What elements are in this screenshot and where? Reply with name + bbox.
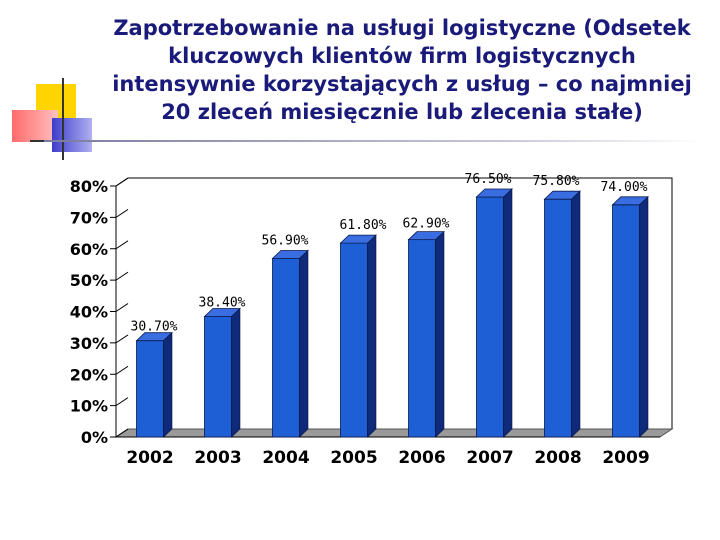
data-label: 38.40%	[199, 296, 246, 311]
y-tick-depth	[115, 271, 129, 281]
bar-top	[543, 190, 581, 200]
bar-top	[203, 308, 241, 317]
bar-front	[476, 196, 504, 438]
bar-side	[435, 230, 445, 438]
bar-front	[340, 242, 368, 438]
bar-front	[204, 316, 232, 438]
y-tick-depth	[115, 240, 129, 250]
deco-blue-square	[52, 118, 92, 152]
bar-side	[299, 249, 309, 438]
bar-front	[408, 239, 436, 438]
y-tick-label: 70%	[70, 208, 108, 227]
title-line: intensywnie korzystających z usług – co …	[112, 72, 692, 96]
x-tick-label: 2006	[398, 448, 445, 468]
bar-front	[272, 258, 300, 438]
bar-front	[612, 204, 640, 438]
title-underline	[44, 140, 704, 142]
y-tick-label: 50%	[70, 271, 108, 290]
y-tick-depth	[115, 428, 129, 438]
data-label: 62.90%	[403, 217, 450, 232]
bar-top	[271, 250, 309, 259]
title-line: Zapotrzebowanie na usługi logistyczne (O…	[113, 16, 691, 40]
y-tick-depth	[115, 303, 129, 312]
x-tick-label: 2003	[194, 448, 241, 468]
y-tick-depth	[115, 397, 129, 407]
bar-top	[611, 196, 649, 206]
x-tick-label: 2005	[330, 448, 377, 468]
bar-side	[231, 307, 241, 438]
x-tick-label: 2007	[466, 448, 513, 468]
x-tick-label: 2009	[602, 448, 649, 468]
data-label: 74.00%	[601, 180, 648, 195]
y-tick-label: 60%	[70, 240, 108, 259]
bar-front	[544, 198, 572, 438]
y-tick-label: 10%	[70, 397, 108, 416]
slide-title: Zapotrzebowanie na usługi logistyczne (O…	[96, 14, 708, 126]
data-label: 56.90%	[262, 233, 309, 248]
y-tick-depth	[115, 177, 129, 187]
bar-side	[367, 234, 377, 438]
bar-top	[407, 231, 445, 241]
y-tick-depth	[115, 208, 129, 218]
data-label: 61.80%	[340, 218, 387, 233]
chart-floor	[114, 428, 674, 438]
x-tick-label: 2004	[262, 448, 309, 468]
title-line: 20 zleceń miesięcznie lub zlecenia stałe…	[161, 100, 643, 124]
deco-vertical-line	[62, 78, 64, 160]
bar-top	[339, 234, 377, 244]
y-tick-label: 40%	[70, 303, 108, 322]
title-line: kluczowych klientów firm logistycznych	[168, 44, 636, 68]
y-tick-label: 0%	[81, 428, 108, 447]
data-label: 76.50%	[465, 172, 512, 187]
bar-side	[571, 190, 581, 438]
y-tick-depth	[115, 365, 129, 375]
bar-side	[163, 331, 173, 438]
y-tick-label: 80%	[70, 177, 108, 196]
y-tick-label: 30%	[70, 334, 108, 353]
x-tick-label: 2008	[534, 448, 581, 468]
data-label: 30.70%	[131, 320, 178, 335]
bar-side	[639, 195, 649, 438]
bar-side	[503, 188, 513, 438]
x-tick-label: 2002	[126, 448, 173, 468]
bar-top	[135, 332, 173, 342]
bar-top	[475, 188, 513, 198]
data-label: 75.80%	[533, 174, 580, 189]
deco-red-square	[12, 110, 58, 142]
y-tick-depth	[115, 334, 129, 344]
bar-front	[136, 340, 164, 438]
y-tick-label: 20%	[70, 365, 108, 384]
